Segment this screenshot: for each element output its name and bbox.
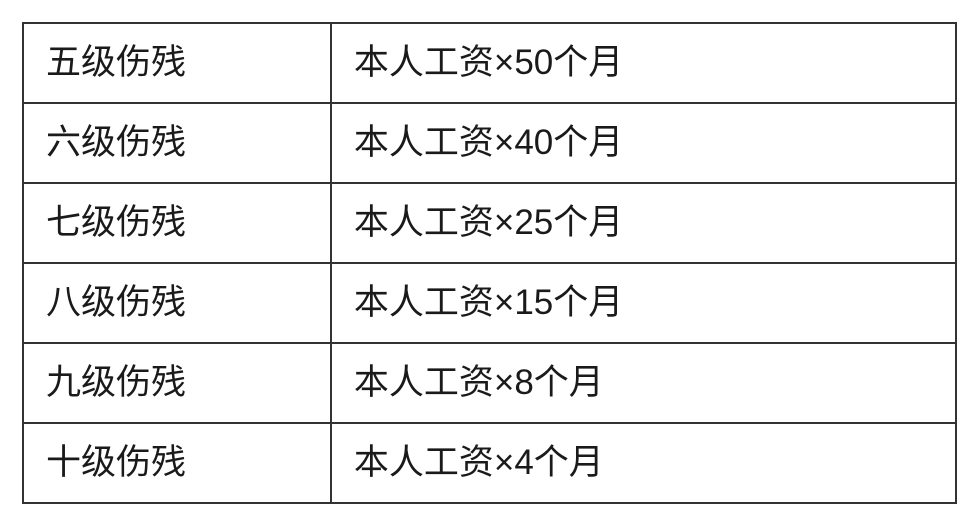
cell-formula: 本人工资×40个月: [331, 103, 956, 183]
compensation-table-container: 五级伤残 本人工资×50个月 六级伤残 本人工资×40个月 七级伤残 本人工资×…: [22, 22, 957, 504]
table-row: 十级伤残 本人工资×4个月: [23, 423, 956, 503]
cell-formula: 本人工资×4个月: [331, 423, 956, 503]
cell-level: 十级伤残: [23, 423, 331, 503]
cell-level: 五级伤残: [23, 23, 331, 103]
cell-level: 七级伤残: [23, 183, 331, 263]
cell-formula: 本人工资×15个月: [331, 263, 956, 343]
table-row: 七级伤残 本人工资×25个月: [23, 183, 956, 263]
cell-formula: 本人工资×50个月: [331, 23, 956, 103]
table-row: 九级伤残 本人工资×8个月: [23, 343, 956, 423]
table-row: 六级伤残 本人工资×40个月: [23, 103, 956, 183]
cell-level: 六级伤残: [23, 103, 331, 183]
cell-formula: 本人工资×8个月: [331, 343, 956, 423]
cell-level: 八级伤残: [23, 263, 331, 343]
table-row: 八级伤残 本人工资×15个月: [23, 263, 956, 343]
cell-formula: 本人工资×25个月: [331, 183, 956, 263]
compensation-table: 五级伤残 本人工资×50个月 六级伤残 本人工资×40个月 七级伤残 本人工资×…: [22, 22, 957, 504]
table-row: 五级伤残 本人工资×50个月: [23, 23, 956, 103]
cell-level: 九级伤残: [23, 343, 331, 423]
